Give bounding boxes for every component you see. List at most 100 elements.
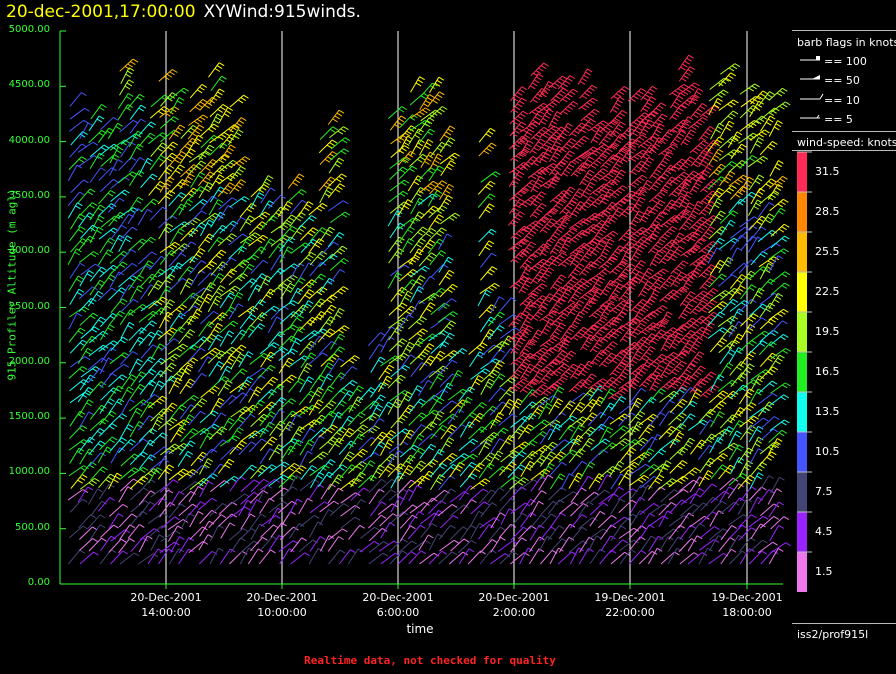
barb-flag xyxy=(438,373,445,378)
wind-barb xyxy=(490,296,505,313)
barb-shaft xyxy=(479,329,491,346)
barb-flag xyxy=(425,308,432,312)
wind-barb xyxy=(420,205,439,220)
barb-shaft xyxy=(247,499,258,516)
barb-flag xyxy=(289,350,296,355)
wind-barb xyxy=(287,465,307,479)
barb-flag xyxy=(279,239,285,244)
barb-flag xyxy=(488,306,495,311)
barb-shaft xyxy=(418,180,434,194)
barb-shaft xyxy=(160,338,175,352)
barb-shaft xyxy=(157,464,170,480)
barb-flag xyxy=(330,439,336,444)
barb-flag xyxy=(260,299,266,304)
barb-flag xyxy=(175,130,181,135)
barb-flag xyxy=(246,208,253,213)
barb-shaft xyxy=(209,480,225,493)
barb-shaft xyxy=(138,260,149,277)
barb-flag xyxy=(136,96,143,101)
barb-shaft xyxy=(219,394,233,409)
barb-shaft xyxy=(100,154,115,167)
barb-flag xyxy=(403,179,410,184)
barb-flag xyxy=(176,377,183,382)
wind-barb xyxy=(287,173,305,189)
wind-barb xyxy=(250,273,268,288)
barb-shaft xyxy=(508,171,520,188)
wind-barb xyxy=(178,537,195,554)
barb-shaft xyxy=(300,465,313,480)
barb-flag xyxy=(409,226,415,231)
wind-barb xyxy=(397,540,418,554)
barb-flag xyxy=(111,423,118,428)
barb-shaft xyxy=(509,477,524,490)
wind-barb xyxy=(319,509,334,526)
wind-barb xyxy=(180,512,195,530)
barb-shaft xyxy=(487,341,503,353)
barb-flag xyxy=(208,352,215,356)
barb-shaft xyxy=(408,550,422,565)
barb-flag xyxy=(358,463,365,468)
barb-flag xyxy=(469,485,476,490)
barb-flag xyxy=(151,251,157,256)
barb-shaft xyxy=(197,497,213,511)
barb-flag xyxy=(169,267,176,272)
barb-shaft xyxy=(309,472,320,489)
barb-flag xyxy=(247,499,253,504)
barb-shaft xyxy=(308,521,319,538)
barb-shaft xyxy=(239,464,253,479)
barb-flag xyxy=(218,547,224,552)
barb-shaft xyxy=(290,304,304,319)
barb-shaft xyxy=(388,441,404,454)
barb-flag xyxy=(180,192,186,196)
wind-barb xyxy=(499,327,521,339)
barb-shaft xyxy=(319,226,331,243)
wind-barb xyxy=(200,195,218,211)
barb-flag xyxy=(412,217,419,222)
barb-flag xyxy=(87,191,93,196)
barb-flag xyxy=(390,489,396,494)
wind-barb xyxy=(410,107,431,119)
barb-flag xyxy=(140,371,147,376)
barb-flag xyxy=(258,302,264,306)
wind-barb xyxy=(419,94,435,111)
barb-flag xyxy=(213,410,219,415)
barb-flag xyxy=(164,195,171,200)
wind-barb xyxy=(480,378,495,396)
barb-shaft xyxy=(299,330,315,342)
barb-flag xyxy=(121,191,127,196)
wind-barb xyxy=(89,316,106,332)
barb-shaft xyxy=(297,289,310,305)
barb-flag xyxy=(389,463,396,468)
barb-shaft xyxy=(139,401,151,418)
barb-flag xyxy=(256,499,262,504)
barb-flag xyxy=(138,170,145,175)
barb-shaft xyxy=(128,157,141,173)
barb-flag xyxy=(252,305,259,310)
barb-shaft xyxy=(278,474,293,488)
barb-shaft xyxy=(127,93,140,109)
barb-shaft xyxy=(148,181,161,196)
barb-shaft xyxy=(388,236,400,253)
barb-shaft xyxy=(229,117,242,132)
barb-flag xyxy=(99,204,106,209)
barb-shaft xyxy=(69,143,83,158)
barb-shaft xyxy=(140,173,153,188)
barb-shaft xyxy=(118,235,128,252)
barb-flag xyxy=(168,164,175,169)
barb-shaft xyxy=(388,488,404,501)
barb-flag xyxy=(270,187,276,192)
barb-flag xyxy=(266,484,272,489)
barb-shaft xyxy=(268,243,281,259)
wind-barb xyxy=(249,211,271,223)
barb-flag xyxy=(233,135,240,140)
barb-flag xyxy=(402,538,409,543)
barb-flag xyxy=(186,154,192,159)
barb-shaft xyxy=(419,94,430,111)
barb-flag xyxy=(256,239,263,244)
barb-flag xyxy=(314,514,320,519)
barb-shaft xyxy=(487,487,500,503)
barb-shaft xyxy=(250,478,265,493)
barb-flag xyxy=(492,405,498,410)
barb-flag xyxy=(515,233,522,238)
barb-flag xyxy=(336,250,343,255)
